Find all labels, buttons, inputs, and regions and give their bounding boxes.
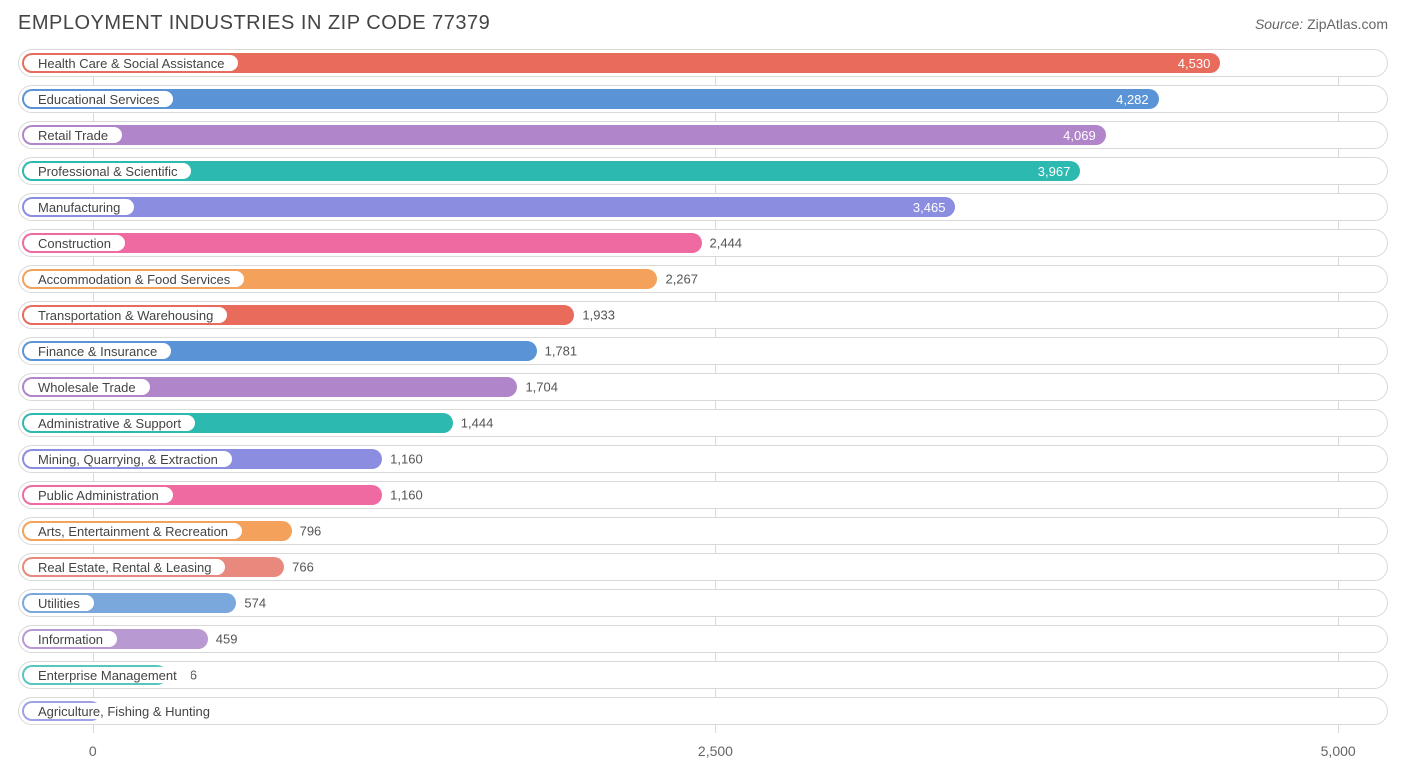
- bar-row: 2,444 Construction: [18, 229, 1388, 257]
- bar-row-group: 4,530 Health Care & Social Assistance 4,28…: [18, 49, 1388, 725]
- source-name: ZipAtlas.com: [1307, 16, 1388, 32]
- bar: 4,069: [22, 125, 1106, 145]
- bar-value: 1,781: [545, 344, 578, 359]
- bar-value: 574: [244, 596, 266, 611]
- x-axis-tick-label: 2,500: [698, 743, 733, 759]
- horizontal-bar-chart: 4,530 Health Care & Social Assistance 4,28…: [18, 49, 1388, 761]
- bar-row: 3,465 Manufacturing: [18, 193, 1388, 221]
- bar-row: 4,282 Educational Services: [18, 85, 1388, 113]
- bar-label-pill: Wholesale Trade: [24, 379, 150, 395]
- bar-label-pill: Arts, Entertainment & Recreation: [24, 523, 242, 539]
- bar-row: 1,704 Wholesale Trade: [18, 373, 1388, 401]
- bar-label-pill: Enterprise Management: [24, 667, 191, 683]
- bar-value: 2,267: [665, 272, 698, 287]
- bar-row: 1,444 Administrative & Support: [18, 409, 1388, 437]
- bar-label-pill: Accommodation & Food Services: [24, 271, 244, 287]
- bar-row: 28Agriculture, Fishing & Hunting: [18, 697, 1388, 725]
- bar-value: 3,465: [913, 200, 946, 215]
- bar-value: 3,967: [1038, 164, 1071, 179]
- bar-label-pill: Information: [24, 631, 117, 647]
- bar-value: 4,530: [1178, 56, 1211, 71]
- bar-row: 4,069 Retail Trade: [18, 121, 1388, 149]
- bar-row: 796 Arts, Entertainment & Recreation: [18, 517, 1388, 545]
- bar-row: 4,530 Health Care & Social Assistance: [18, 49, 1388, 77]
- bar: 4,282: [22, 89, 1159, 109]
- bar-row: 296Enterprise Management: [18, 661, 1388, 689]
- bar-value: 1,444: [461, 416, 494, 431]
- bar-label-pill: Finance & Insurance: [24, 343, 171, 359]
- x-axis-tick-label: 0: [89, 743, 97, 759]
- bar-value: 1,160: [390, 488, 423, 503]
- bar-label-pill: Transportation & Warehousing: [24, 307, 227, 323]
- bar-label-pill: Manufacturing: [24, 199, 134, 215]
- bar-label-pill: Educational Services: [24, 91, 173, 107]
- bar-label-pill: Real Estate, Rental & Leasing: [24, 559, 225, 575]
- bar-label-pill: Public Administration: [24, 487, 173, 503]
- bar-value: 4,282: [1116, 92, 1149, 107]
- bar-row: 766 Real Estate, Rental & Leasing: [18, 553, 1388, 581]
- bar-row: 2,267 Accommodation & Food Services: [18, 265, 1388, 293]
- chart-header: EMPLOYMENT INDUSTRIES IN ZIP CODE 77379 …: [18, 12, 1388, 35]
- bar-label-pill: Administrative & Support: [24, 415, 195, 431]
- bar-label-pill: Utilities: [24, 595, 94, 611]
- bar-value: 796: [300, 524, 322, 539]
- bar-value: 4,069: [1063, 128, 1096, 143]
- bar-label-pill: Health Care & Social Assistance: [24, 55, 238, 71]
- bar-label-pill: Mining, Quarrying, & Extraction: [24, 451, 232, 467]
- bar-row: 459 Information: [18, 625, 1388, 653]
- bar-value: 1,160: [390, 452, 423, 467]
- bar-row: 574 Utilities: [18, 589, 1388, 617]
- x-axis: 0 2,500 5,000: [18, 739, 1388, 761]
- bar-row: 1,160 Mining, Quarrying, & Extraction: [18, 445, 1388, 473]
- bar-value: 2,444: [710, 236, 743, 251]
- bar-label-pill: Construction: [24, 235, 125, 251]
- bar-value: 459: [216, 632, 238, 647]
- bar-row: 3,967 Professional & Scientific: [18, 157, 1388, 185]
- x-axis-tick-label: 5,000: [1321, 743, 1356, 759]
- bar-label-pill: Professional & Scientific: [24, 163, 191, 179]
- bar-row: 1,160 Public Administration: [18, 481, 1388, 509]
- bar-label-pill: Retail Trade: [24, 127, 122, 143]
- bar-label-pill: Agriculture, Fishing & Hunting: [24, 703, 224, 719]
- chart-source: Source: ZipAtlas.com: [1255, 16, 1388, 32]
- bar-value: 1,704: [525, 380, 558, 395]
- chart-title: EMPLOYMENT INDUSTRIES IN ZIP CODE 77379: [18, 12, 490, 35]
- bar: 3,465: [22, 197, 955, 217]
- source-label: Source:: [1255, 16, 1303, 32]
- bar-value: 766: [292, 560, 314, 575]
- bar-value: 1,933: [582, 308, 615, 323]
- chart-container: 4,530 Health Care & Social Assistance 4,28…: [18, 49, 1388, 761]
- bar-row: 1,933 Transportation & Warehousing: [18, 301, 1388, 329]
- bar-row: 1,781 Finance & Insurance: [18, 337, 1388, 365]
